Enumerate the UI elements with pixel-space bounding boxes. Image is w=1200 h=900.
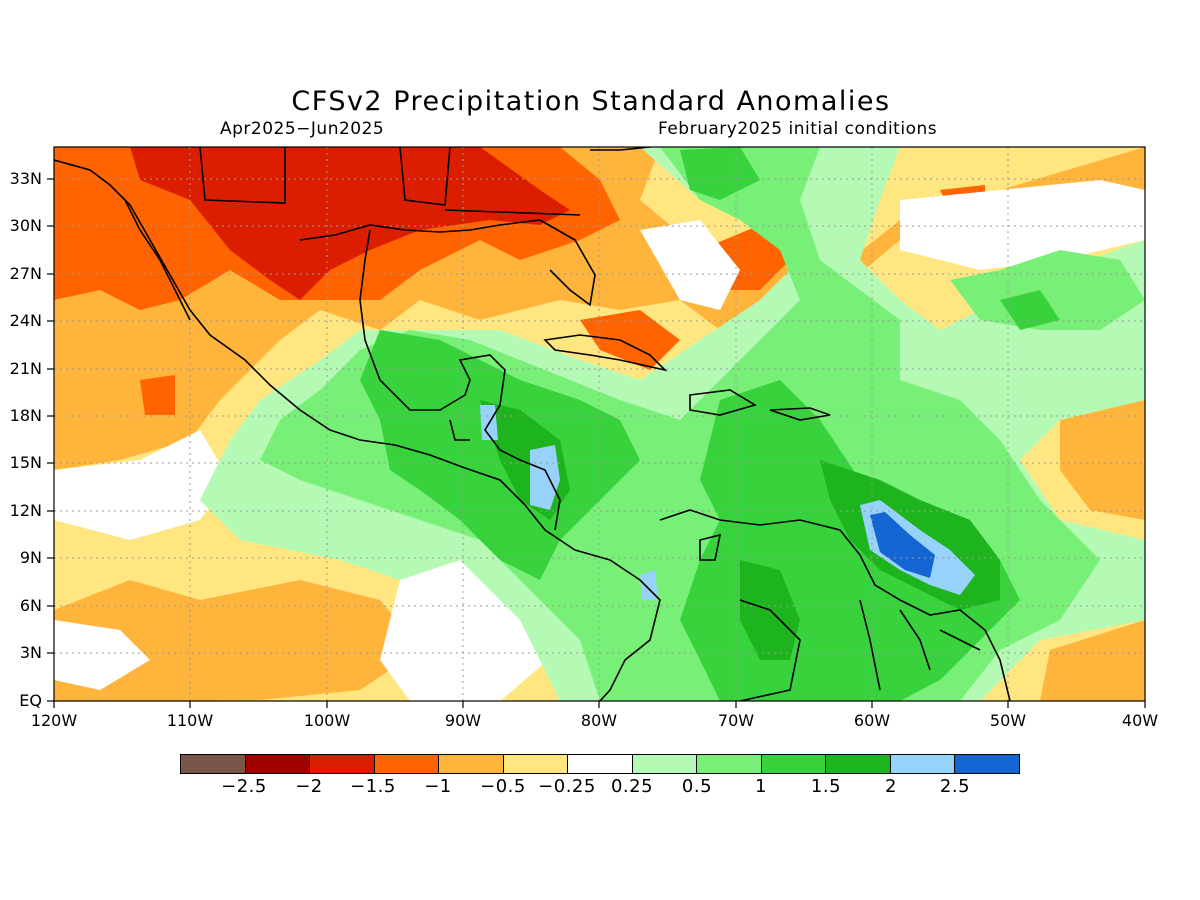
lat-label-eq: EQ: [19, 691, 42, 710]
lon-label-90w: 90W: [444, 711, 482, 730]
lon-label-70w: 70W: [717, 711, 755, 730]
colorbar-swatch: [374, 755, 440, 773]
colorbar-swatch: [826, 755, 891, 773]
lat-label-18n: 18N: [9, 406, 42, 425]
colorbar-label: 2.5: [939, 776, 971, 797]
lat-label-33n: 33N: [9, 169, 42, 188]
colorbar-swatch: [310, 755, 375, 773]
lat-label-9n: 9N: [19, 548, 42, 567]
colorbar-swatch: [955, 755, 1019, 773]
forecast-period: Apr2025−Jun2025: [220, 119, 385, 139]
anomaly-region-neutral: [54, 180, 1145, 701]
colorbar-swatch: [181, 755, 246, 773]
colorbar-label: −0.5: [480, 776, 526, 797]
anomaly-region-wet-maximum: [870, 512, 935, 578]
lat-label-24n: 24N: [9, 311, 42, 330]
colorbar-swatch: [568, 755, 633, 773]
colorbar-swatch: [697, 755, 762, 773]
lat-label-12n: 12N: [9, 501, 42, 520]
colorbar-label: −1: [424, 776, 452, 797]
lat-label-21n: 21N: [9, 359, 42, 378]
colorbar-swatch: [890, 755, 956, 773]
lon-label-110w: 110W: [166, 711, 214, 730]
lon-label-50w: 50W: [989, 711, 1027, 730]
lon-label-80w: 80W: [580, 711, 618, 730]
axis-ticks: [47, 178, 1146, 708]
colorbar: [180, 754, 1020, 774]
lat-label-30n: 30N: [9, 216, 42, 235]
initial-conditions: February2025 initial conditions: [658, 119, 938, 139]
lat-label-15n: 15N: [9, 453, 42, 472]
colorbar-label: 1: [755, 776, 767, 797]
colorbar-label: −2: [295, 776, 323, 797]
colorbar-swatch: [439, 755, 504, 773]
lat-label-27n: 27N: [9, 264, 42, 283]
coastlines: [54, 147, 1011, 701]
map-gridlines: [54, 147, 1145, 701]
colorbar-label: 0.25: [610, 776, 654, 797]
colorbar-swatch: [761, 755, 827, 773]
lat-label-3n: 3N: [19, 643, 42, 662]
colorbar-label: −2.5: [221, 776, 267, 797]
lon-label-40w: 40W: [1121, 711, 1159, 730]
colorbar-label: −0.25: [538, 776, 596, 797]
colorbar-swatch: [503, 755, 569, 773]
colorbar-label: 1.5: [810, 776, 842, 797]
colorbar-label: 2: [885, 776, 897, 797]
colorbar-label: 0.5: [681, 776, 713, 797]
colorbar-swatch: [245, 755, 311, 773]
lat-label-6n: 6N: [19, 596, 42, 615]
page-title: CFSv2 Precipitation Standard Anomalies: [291, 86, 891, 117]
colorbar-swatch: [632, 755, 698, 773]
lon-label-120w: 120W: [30, 711, 78, 730]
anomaly-region-dry-severe: [130, 147, 570, 300]
lon-label-100w: 100W: [303, 711, 351, 730]
colorbar-label: −1.5: [350, 776, 396, 797]
lon-label-60w: 60W: [853, 711, 891, 730]
